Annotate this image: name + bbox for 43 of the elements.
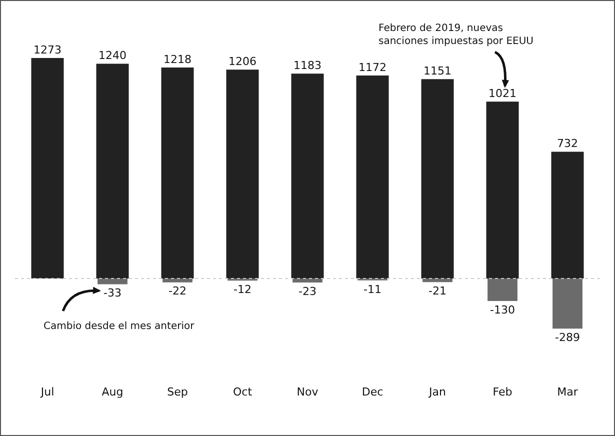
x-tick-label: Aug xyxy=(102,385,124,398)
bar xyxy=(488,278,518,302)
data-label: -23 xyxy=(298,284,316,298)
bar xyxy=(161,68,194,279)
bar xyxy=(98,278,128,284)
data-label: 1172 xyxy=(358,60,386,74)
data-label: 1218 xyxy=(164,52,192,66)
bar xyxy=(551,152,584,279)
x-tick-label: Jul xyxy=(40,385,54,398)
x-tick-label: Feb xyxy=(492,385,512,398)
text: Febrero de 2019, nuevas sanciones impuestas por EEUU xyxy=(378,23,534,48)
data-label: -21 xyxy=(428,284,446,298)
data-label: 1183 xyxy=(294,58,322,72)
bar xyxy=(291,74,324,279)
x-tick-label: Nov xyxy=(296,385,319,398)
data-label: 1151 xyxy=(424,64,452,78)
bar xyxy=(421,79,454,279)
bar xyxy=(162,278,192,282)
bar xyxy=(226,70,259,279)
bar xyxy=(422,278,452,282)
data-label: -130 xyxy=(490,303,515,316)
x-tick-label: Sep xyxy=(167,385,188,398)
data-label: 1206 xyxy=(228,54,256,68)
x-tick-label: Jan xyxy=(428,385,446,398)
data-label: 1021 xyxy=(488,87,516,100)
data-label: 1273 xyxy=(34,43,62,56)
x-tick-label: Dec xyxy=(362,385,384,398)
bar xyxy=(356,75,389,279)
x-tick-label: Oct xyxy=(232,385,253,398)
data-label: -33 xyxy=(104,286,122,300)
bar xyxy=(486,102,519,279)
bar xyxy=(292,278,322,282)
data-label: -22 xyxy=(168,284,186,298)
bar xyxy=(96,64,129,279)
data-label: -12 xyxy=(234,282,252,296)
data-label: 1240 xyxy=(98,49,126,62)
x-tick-label: Mar xyxy=(557,385,578,398)
data-label: -289 xyxy=(555,330,580,344)
bar xyxy=(552,278,582,329)
data-label: 732 xyxy=(557,137,578,150)
data-label: -11 xyxy=(364,282,382,296)
bar xyxy=(31,58,64,279)
annotation: Cambio desde el mes anterior xyxy=(44,321,196,332)
